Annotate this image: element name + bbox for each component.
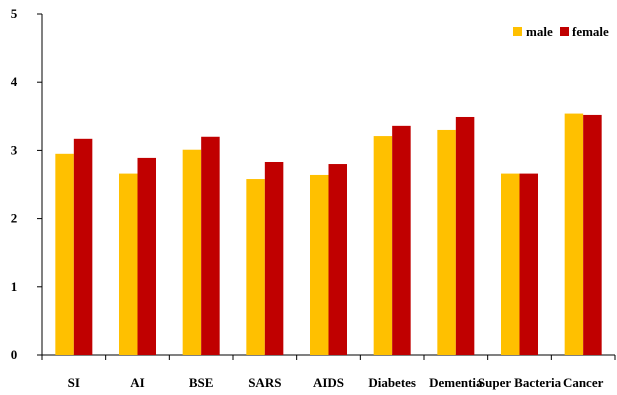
x-tick-label: BSE <box>189 375 214 390</box>
bar-female-super-bacteria <box>519 173 538 355</box>
y-tick-label: 5 <box>11 6 18 21</box>
bar-female-dementia <box>455 116 475 356</box>
x-tick-label: Diabetes <box>368 375 416 390</box>
y-tick-label: 0 <box>11 347 18 362</box>
bar-female-si <box>73 138 93 355</box>
legend-label-male: male <box>526 24 553 39</box>
y-tick-label: 3 <box>11 142 18 157</box>
y-tick-label: 1 <box>11 279 18 294</box>
bar-female-sars <box>264 161 284 355</box>
bar-male-super-bacteria <box>501 173 520 355</box>
bar-male-sars <box>246 179 265 355</box>
x-tick-label: AIDS <box>313 375 344 390</box>
x-tick-label: SI <box>68 375 80 390</box>
bar-male-ai <box>119 173 138 355</box>
legend: male female <box>513 24 609 39</box>
x-axis <box>41 354 616 360</box>
bar-male-bse <box>182 149 202 355</box>
bar-male-diabetes <box>373 136 393 355</box>
bars <box>55 113 602 356</box>
bar-female-ai <box>137 157 156 355</box>
y-tick-label: 4 <box>11 74 18 89</box>
bar-female-cancer <box>583 114 602 355</box>
legend-swatch-male <box>513 27 522 36</box>
y-axis: 0 1 2 3 4 5 <box>11 6 43 362</box>
y-tick-label: 2 <box>11 211 18 226</box>
x-tick-label: Dementia <box>429 375 483 390</box>
x-tick-label: Cancer <box>563 375 604 390</box>
x-tick-label: AI <box>130 375 144 390</box>
bar-male-aids <box>310 174 329 355</box>
bar-male-cancer <box>564 113 584 356</box>
x-tick-label: Super Bacteria <box>478 375 562 390</box>
bar-female-bse <box>201 136 220 355</box>
bar-female-diabetes <box>392 125 411 356</box>
x-tick-label: SARS <box>248 375 281 390</box>
bar-female-aids <box>328 164 347 355</box>
bar-male-si <box>55 153 74 355</box>
legend-swatch-female <box>560 27 569 36</box>
bar-male-dementia <box>437 129 456 355</box>
legend-label-female: female <box>572 24 609 39</box>
